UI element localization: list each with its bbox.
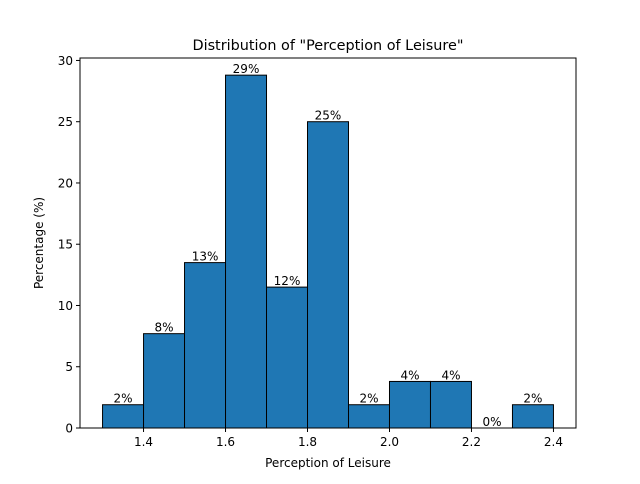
bar-value-label: 25%: [315, 109, 342, 123]
y-tick-label: 10: [58, 299, 73, 313]
histogram-bar: [184, 262, 227, 429]
histogram-bar: [388, 380, 431, 429]
y-tick-label: 15: [58, 238, 73, 252]
y-tick-label: 25: [58, 115, 73, 129]
x-tick-label: 2.0: [380, 435, 399, 449]
bar-value-label: 4%: [441, 368, 460, 382]
chart-title: Distribution of "Perception of Leisure": [192, 38, 463, 54]
y-tick-label: 30: [58, 54, 73, 68]
histogram-bar: [266, 286, 309, 429]
plot-frame: [79, 57, 577, 429]
histogram-bar: [307, 121, 349, 429]
bar-value-label: 2%: [359, 392, 378, 406]
x-tick-label: 2.4: [544, 435, 563, 449]
x-tick-label: 2.2: [462, 435, 481, 449]
y-axis-label: Percentage (%): [32, 197, 46, 289]
x-tick-label: 1.4: [134, 435, 153, 449]
x-tick-label: 1.8: [298, 435, 317, 449]
bar-value-label: 13%: [192, 250, 219, 264]
histogram-bar: [429, 380, 472, 429]
histogram-bar: [347, 404, 390, 429]
bar-labels-group: 2% 8% 13% 29% 12% 25% 2% 4% 4% 0% 2%: [114, 62, 543, 429]
histogram-bar: [225, 74, 268, 429]
bar-value-label: 0%: [482, 415, 501, 429]
histogram-bar: [102, 404, 145, 429]
x-axis-ticks: 1.4 1.6 1.8 2.0 2.2 2.4: [134, 428, 563, 449]
bar-value-label: 12%: [274, 274, 301, 288]
y-tick-label: 20: [58, 176, 73, 190]
bar-value-label: 4%: [400, 368, 419, 382]
histogram-bar: [511, 404, 554, 429]
bar-value-label: 29%: [233, 62, 260, 76]
bars-group: [102, 74, 554, 429]
x-axis-label: Perception of Leisure: [265, 456, 391, 470]
y-tick-label: 0: [65, 422, 73, 436]
y-tick-label: 5: [65, 360, 73, 374]
x-tick-label: 1.6: [216, 435, 235, 449]
bar-value-label: 2%: [523, 392, 542, 406]
bar-value-label: 2%: [114, 392, 133, 406]
y-axis-ticks: 0 5 10 15 20 25 30: [58, 54, 80, 436]
histogram-bar: [143, 333, 186, 429]
bar-value-label: 8%: [155, 321, 174, 335]
